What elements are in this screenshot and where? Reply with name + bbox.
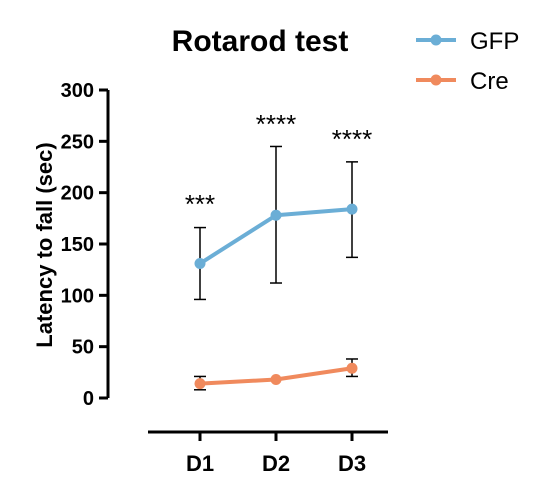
data-point — [346, 362, 358, 374]
chart-title: Rotarod test — [172, 25, 349, 58]
series-gfp — [194, 145, 358, 301]
data-point — [194, 378, 206, 390]
significance-label: **** — [332, 124, 372, 154]
y-tick-label: 200 — [61, 183, 94, 205]
data-point — [270, 209, 282, 221]
y-tick-label: 100 — [61, 285, 94, 307]
significance-annotations: ******* **** — [185, 109, 372, 219]
y-tick-label: 0 — [83, 388, 94, 410]
y-axis: 0 50 100 150 200 250 300 — [61, 80, 110, 410]
x-tick-label: D1 — [186, 451, 214, 476]
legend: GFP Cre — [416, 28, 519, 95]
legend-marker — [430, 34, 442, 46]
y-tick-label: 150 — [61, 234, 94, 256]
y-tick-label: 250 — [61, 131, 94, 153]
data-point — [270, 374, 282, 386]
x-tick-label: D3 — [338, 451, 366, 476]
significance-label: **** — [256, 109, 296, 139]
data-point — [346, 203, 358, 215]
legend-label: GFP — [470, 28, 519, 55]
x-axis: D1 D2 D3 — [148, 430, 388, 476]
plot-area — [194, 145, 358, 391]
y-tick-label: 300 — [61, 80, 94, 102]
legend-marker — [430, 74, 442, 86]
series-cre — [194, 358, 358, 391]
y-tick-label: 50 — [72, 337, 94, 359]
data-point — [194, 258, 206, 270]
legend-label: Cre — [470, 68, 509, 95]
y-axis-label: Latency to fall (sec) — [32, 142, 57, 347]
x-tick-label: D2 — [262, 451, 290, 476]
significance-label: *** — [185, 189, 215, 219]
